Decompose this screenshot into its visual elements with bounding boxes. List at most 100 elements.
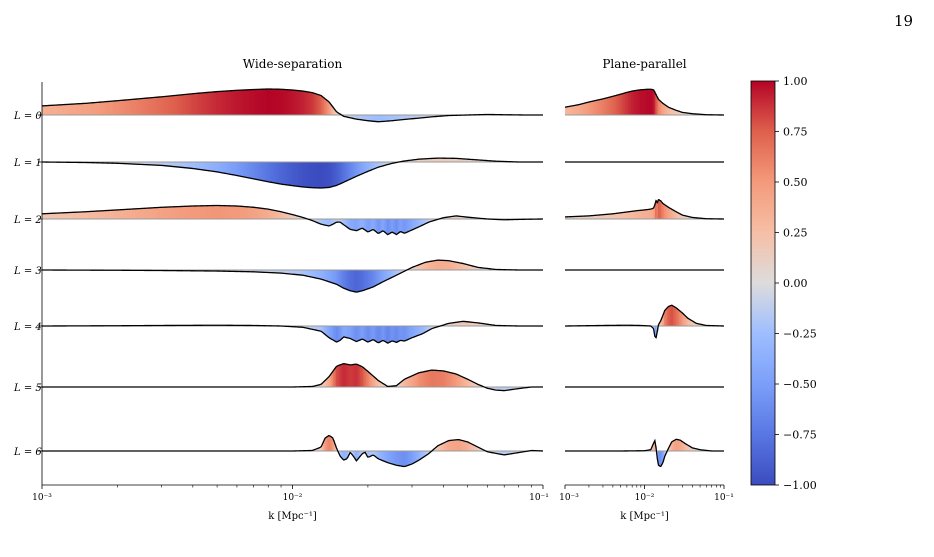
fill-strip (409, 115, 412, 119)
fill-strip (262, 162, 265, 181)
fill-strip (587, 215, 590, 219)
fill-strip (148, 208, 151, 219)
fill-strip (319, 95, 322, 115)
fill-strip (589, 101, 591, 115)
fill-strip (196, 162, 199, 170)
fill-strip (229, 90, 232, 115)
fill-strip (397, 219, 400, 234)
fill-strip (459, 321, 461, 326)
fill-strip (339, 451, 341, 456)
fill-strip (181, 206, 184, 219)
fill-strip (432, 260, 434, 270)
fill-strip (330, 374, 332, 387)
fill-strip (162, 207, 164, 219)
fill-strip (67, 212, 70, 219)
fill-strip (438, 370, 440, 387)
fill-strip (565, 107, 567, 115)
fill-strip (463, 377, 466, 387)
fill-strip (417, 326, 419, 336)
fill-strip (661, 451, 663, 465)
fill-strip (644, 89, 647, 115)
fill-strip (256, 207, 259, 219)
fill-strip (192, 93, 194, 115)
fill-strip (658, 199, 660, 219)
fill-strip (136, 208, 139, 219)
fill-strip (402, 115, 404, 120)
fill-strip (90, 211, 92, 219)
fill-strip (70, 104, 73, 115)
fill-strip (376, 162, 379, 168)
fill-strip (94, 102, 97, 115)
fill-strip (238, 90, 241, 115)
fill-strip (486, 268, 488, 270)
fill-strip (159, 96, 161, 115)
fill-strip (294, 90, 296, 115)
fill-strip (424, 326, 427, 333)
fill-strip (405, 326, 407, 341)
fill-strip (174, 206, 176, 219)
fill-strip (120, 162, 122, 164)
fill-strip (414, 159, 416, 162)
fill-strip (268, 270, 271, 273)
fill-strip (177, 162, 179, 167)
fill-strip (286, 162, 289, 185)
colorbar-gradient (750, 80, 776, 486)
row-5-wide-series (42, 362, 543, 392)
fill-strip (683, 215, 686, 219)
fill-strip (45, 213, 47, 219)
fill-strip (629, 211, 632, 219)
fill-strip (328, 162, 331, 188)
fill-strip (313, 93, 316, 115)
fill-strip (333, 108, 335, 115)
fill-strip (43, 105, 46, 115)
fill-strip (253, 207, 256, 219)
fill-strip (279, 89, 281, 115)
fill-strip (327, 270, 329, 282)
fill-strip (689, 319, 692, 326)
fill-strip (321, 326, 323, 332)
fill-strip (342, 162, 344, 183)
fill-strip (399, 326, 401, 341)
row-2-wide-series (41, 204, 544, 236)
fill-strip (450, 261, 452, 270)
fill-strip (177, 95, 179, 115)
fill-strip (334, 326, 337, 342)
fill-strip (406, 326, 409, 340)
fill-strip (658, 99, 660, 115)
fill-strip (357, 326, 359, 342)
fill-strip (691, 320, 693, 326)
fill-strip (680, 112, 683, 115)
fill-strip (151, 207, 154, 219)
fill-strip (274, 210, 277, 219)
fill-strip (396, 219, 398, 235)
fill-strip (346, 364, 349, 387)
fill-strip (234, 205, 236, 219)
fill-strip (328, 376, 331, 387)
fill-strip (495, 387, 497, 391)
fill-strip (144, 162, 146, 165)
fill-strip (652, 326, 654, 328)
fill-strip (303, 326, 305, 328)
fill-strip (351, 451, 353, 455)
fill-strip (468, 159, 470, 162)
fill-strip (111, 101, 113, 115)
fill-strip (280, 89, 283, 115)
fill-strip (405, 451, 407, 467)
fill-strip (481, 449, 484, 451)
fill-strip (58, 212, 61, 219)
fill-strip (352, 270, 355, 292)
fill-strip (487, 324, 490, 326)
fill-strip (685, 443, 687, 451)
fill-strip (421, 451, 424, 458)
fill-strip (447, 371, 449, 387)
fill-strip (685, 215, 687, 219)
fill-strip (82, 103, 85, 115)
fill-strip (91, 211, 94, 219)
fill-strip (123, 209, 125, 219)
fill-strip (234, 270, 236, 272)
fill-strip (136, 162, 139, 165)
fill-strip (439, 444, 442, 451)
fill-strip (175, 162, 178, 167)
fill-strip (406, 377, 409, 387)
fill-strip (628, 91, 630, 115)
